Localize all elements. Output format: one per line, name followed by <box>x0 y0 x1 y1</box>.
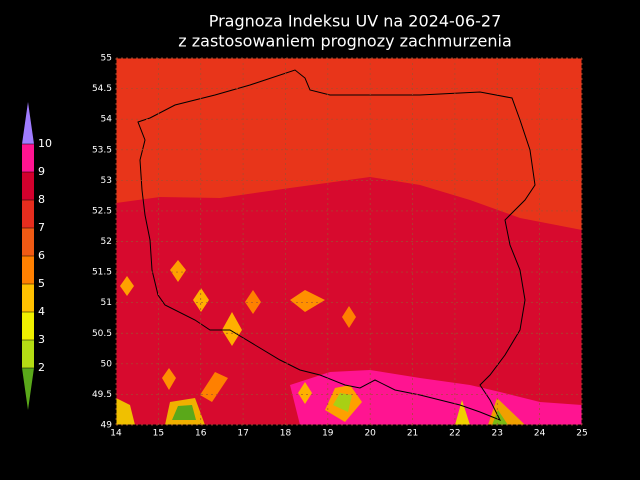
x-tick-label: 19 <box>322 429 334 439</box>
colorbar-label: 6 <box>38 249 45 262</box>
field-low <box>333 393 352 412</box>
colorbar-segment <box>22 284 34 312</box>
colorbar-segment <box>22 256 34 284</box>
colorbar-segment <box>22 312 34 340</box>
y-tick-label: 50 <box>101 359 113 369</box>
y-tick-label: 52.5 <box>92 206 112 216</box>
field-low <box>222 312 242 346</box>
x-tick-label: 23 <box>492 429 503 439</box>
field-low <box>170 260 186 282</box>
x-tick-label: 22 <box>449 429 460 439</box>
x-tick-label: 18 <box>280 429 292 439</box>
field-low <box>342 306 356 328</box>
field-low <box>298 382 312 404</box>
x-tick-label: 24 <box>534 429 546 439</box>
y-tick-label: 53 <box>101 176 112 186</box>
colorbar-segment <box>22 172 34 200</box>
subtitle: z zastosowaniem prognozy zachmurzenia <box>178 32 512 51</box>
field-low <box>116 398 135 425</box>
colorbar-label: 8 <box>38 193 45 206</box>
x-tick-label: 21 <box>407 429 418 439</box>
field-low <box>162 368 176 390</box>
x-tick-label: 16 <box>195 429 207 439</box>
colorbar-segment <box>22 228 34 256</box>
colorbar-label: 7 <box>38 221 45 234</box>
colorbar-label: 5 <box>38 277 45 290</box>
colorbar-end <box>22 368 34 410</box>
field-low <box>172 405 196 420</box>
field-low <box>245 290 261 314</box>
y-tick-label: 49 <box>101 421 113 431</box>
map-fields <box>116 58 582 425</box>
colorbar-end <box>22 102 34 144</box>
field-low <box>290 290 325 312</box>
x-tick-label: 17 <box>237 429 248 439</box>
y-tick-label: 53.5 <box>92 145 112 155</box>
x-tick-label: 15 <box>153 429 164 439</box>
x-tick-label: 14 <box>110 429 122 439</box>
x-tick-label: 25 <box>576 429 587 439</box>
country-border <box>137 69 536 421</box>
field-low <box>492 410 508 425</box>
colorbar-label: 2 <box>38 361 45 374</box>
y-tick-label: 51 <box>101 298 112 308</box>
y-tick-label: 51.5 <box>92 268 112 278</box>
title: Pragnoza Indeksu UV na 2024-06-27 <box>209 12 502 31</box>
field-low <box>455 400 470 425</box>
colorbar-label: 4 <box>38 305 45 318</box>
field-low <box>120 276 134 296</box>
colorbar-label: 9 <box>38 165 45 178</box>
colorbar-segment <box>22 340 34 368</box>
y-tick-label: 50.5 <box>92 329 112 339</box>
y-tick-label: 49.5 <box>92 390 112 400</box>
y-tick-label: 54 <box>101 115 113 125</box>
colorbar-label: 3 <box>38 333 45 346</box>
colorbar-segment <box>22 144 34 172</box>
y-tick-label: 54.5 <box>92 84 112 94</box>
colorbar-label: 10 <box>38 137 52 150</box>
field-8 <box>116 177 582 425</box>
y-tick-label: 52 <box>101 237 112 247</box>
y-tick-label: 55 <box>101 54 112 64</box>
colorbar-segment <box>22 200 34 228</box>
x-tick-label: 20 <box>364 429 376 439</box>
